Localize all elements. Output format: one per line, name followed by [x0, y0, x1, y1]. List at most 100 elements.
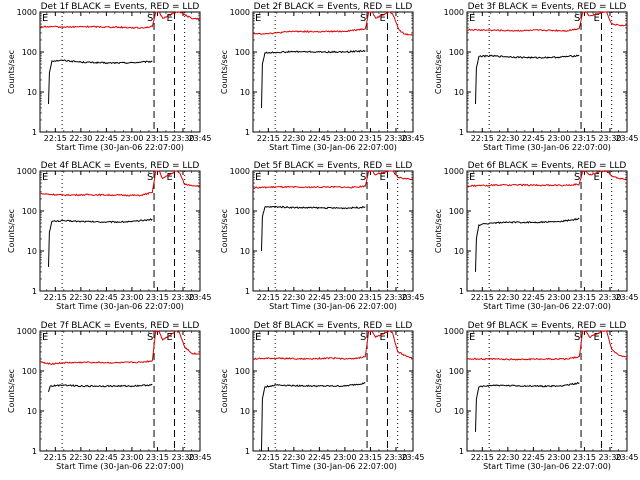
x-tick-label: 22:45 [308, 453, 331, 462]
x-tick-label: 23:15 [359, 134, 382, 143]
events-series-line [475, 217, 580, 272]
x-tick-label: 23:15 [146, 453, 169, 462]
y-tick-label: 1 [32, 447, 37, 456]
x-tick-label: 23:30 [598, 453, 621, 462]
x-tick-label: 23:15 [359, 293, 382, 302]
y-tick-label: 1000 [17, 167, 37, 176]
y-tick-label: 1000 [17, 8, 37, 17]
axes-frame [39, 11, 201, 133]
detector-panel: Det 7f BLACK = Events, RED = LLD 1 10 100 10… [7, 321, 212, 471]
events-series-line [48, 218, 153, 267]
marker-e-label: E [379, 332, 385, 343]
y-tick-label: 10 [27, 407, 37, 416]
axes-frame [466, 11, 628, 133]
x-tick-label: 23:00 [547, 453, 570, 462]
lld-series-line [39, 330, 201, 365]
y-axis-label: Counts/sec [220, 369, 229, 413]
y-tick-label: 10 [240, 88, 250, 97]
events-series-line [261, 382, 366, 452]
x-axis-label: Start Time (30-Jan-06 22:07:00) [269, 302, 397, 311]
x-axis-label: Start Time (30-Jan-06 22:07:00) [483, 143, 611, 152]
detector-panel: Det 3f BLACK = Events, RED = LLD 1 10 100 10… [434, 2, 639, 152]
x-tick-label: 23:45 [401, 293, 424, 302]
x-tick-label: 23:45 [615, 134, 638, 143]
x-tick-label: 22:30 [282, 134, 305, 143]
y-tick-label: 10 [240, 407, 250, 416]
x-tick-label: 22:15 [44, 134, 67, 143]
detector-panel: Det 1f BLACK = Events, RED = LLD 1 10 100 10… [7, 2, 212, 152]
y-tick-label: 1000 [444, 327, 464, 336]
panel-title: Det 2f BLACK = Events, RED = LLD [254, 2, 413, 12]
x-tick-label: 22:15 [257, 453, 280, 462]
axes-frame [39, 330, 201, 452]
marker-s-label: S [574, 172, 580, 183]
y-tick-label: 1000 [444, 167, 464, 176]
x-tick-label: 23:00 [547, 293, 570, 302]
marker-e-label: E [42, 172, 48, 183]
y-tick-label: 100 [22, 367, 37, 376]
x-tick-label: 22:45 [95, 453, 118, 462]
detector-panel: Det 6f BLACK = Events, RED = LLD 1 10 100 10… [434, 161, 639, 311]
x-tick-label: 23:00 [333, 134, 356, 143]
x-tick-label: 23:45 [401, 134, 424, 143]
marker-e-label: E [166, 332, 172, 343]
x-tick-label: 22:30 [496, 134, 519, 143]
x-tick-label: 23:15 [573, 293, 596, 302]
lld-series-line [466, 11, 628, 33]
x-tick-label: 23:45 [188, 293, 211, 302]
lld-series-line [40, 170, 201, 197]
marker-e-label: E [469, 332, 475, 343]
y-tick-label: 1000 [230, 8, 250, 17]
panel-title: Det 3f BLACK = Events, RED = LLD [468, 2, 627, 12]
y-tick-label: 10 [454, 88, 464, 97]
axes-frame [466, 330, 628, 452]
marker-e-label: E [166, 13, 172, 24]
y-tick-label: 1 [32, 287, 37, 296]
y-tick-label: 1 [32, 128, 37, 137]
marker-s-label: S [360, 332, 366, 343]
y-tick-label: 100 [235, 48, 250, 57]
x-tick-label: 22:45 [522, 293, 545, 302]
x-tick-label: 22:15 [44, 293, 67, 302]
x-axis-label: Start Time (30-Jan-06 22:07:00) [56, 302, 184, 311]
x-tick-label: 23:45 [188, 453, 211, 462]
marker-s-label: S [147, 332, 153, 343]
lld-series-line [252, 170, 414, 190]
y-axis-label: Counts/sec [220, 50, 229, 94]
lld-series-line [467, 170, 628, 188]
panel-title: Det 4f BLACK = Events, RED = LLD [41, 161, 200, 171]
x-tick-label: 22:30 [282, 293, 305, 302]
axes-frame [466, 170, 628, 292]
axes-frame [252, 170, 414, 292]
marker-s-label: S [574, 332, 580, 343]
events-series-line [261, 205, 366, 252]
panel-title: Det 1f BLACK = Events, RED = LLD [41, 2, 200, 12]
x-tick-label: 23:45 [188, 134, 211, 143]
events-series-line [261, 49, 366, 108]
x-tick-label: 22:15 [471, 453, 494, 462]
y-axis-label: Counts/sec [7, 50, 16, 94]
marker-s-label: S [360, 172, 366, 183]
x-tick-label: 23:00 [333, 453, 356, 462]
x-axis-label: Start Time (30-Jan-06 22:07:00) [56, 462, 184, 471]
x-tick-label: 22:45 [522, 453, 545, 462]
x-axis-label: Start Time (30-Jan-06 22:07:00) [483, 302, 611, 311]
x-tick-label: 23:00 [333, 293, 356, 302]
x-tick-label: 22:30 [282, 453, 305, 462]
x-axis-label: Start Time (30-Jan-06 22:07:00) [269, 143, 397, 152]
x-tick-label: 23:30 [598, 134, 621, 143]
x-tick-label: 23:45 [615, 293, 638, 302]
x-tick-label: 22:30 [69, 134, 92, 143]
marker-e-label: E [255, 332, 261, 343]
marker-e-label: E [166, 172, 172, 183]
x-tick-label: 22:15 [44, 453, 67, 462]
x-tick-label: 23:15 [359, 453, 382, 462]
x-tick-label: 23:30 [171, 293, 194, 302]
x-axis-label: Start Time (30-Jan-06 22:07:00) [269, 462, 397, 471]
y-tick-label: 10 [27, 247, 37, 256]
x-tick-label: 23:00 [120, 293, 143, 302]
x-tick-label: 23:15 [573, 134, 596, 143]
x-tick-label: 23:15 [146, 293, 169, 302]
x-tick-label: 22:30 [69, 293, 92, 302]
